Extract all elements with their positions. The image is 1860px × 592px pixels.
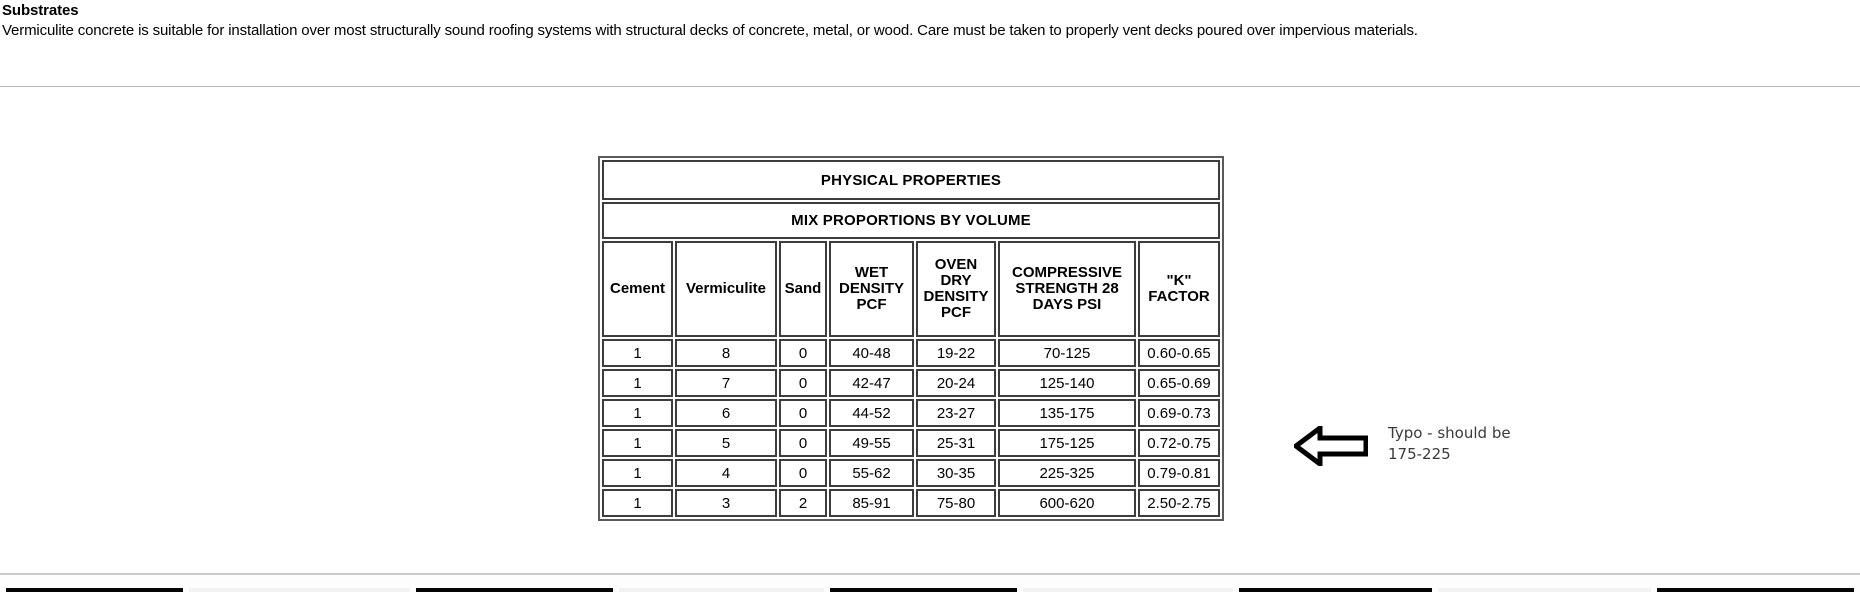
- cell-oven-dry-density: 25-31: [916, 429, 996, 457]
- cell-vermiculite: 6: [675, 399, 777, 427]
- strip-segment[interactable]: [5, 588, 184, 592]
- cell-compressive-strength: 225-325: [998, 459, 1136, 487]
- cell-k-factor: 2.50-2.75: [1138, 489, 1220, 517]
- cell-wet-density: 42-47: [829, 369, 914, 397]
- cell-compressive-strength: 175-125: [998, 429, 1136, 457]
- column-header-compressive-strength: COMPRESSIVE STRENGTH 28 DAYS PSI: [998, 241, 1136, 337]
- cell-compressive-strength: 125-140: [998, 369, 1136, 397]
- cell-compressive-strength: 600-620: [998, 489, 1136, 517]
- table-header-row: Cement Vermiculite Sand WET DENSITY PCF …: [602, 241, 1220, 337]
- cell-k-factor: 0.65-0.69: [1138, 369, 1220, 397]
- column-header-wet-density: WET DENSITY PCF: [829, 241, 914, 337]
- cell-oven-dry-density: 30-35: [916, 459, 996, 487]
- cell-vermiculite: 7: [675, 369, 777, 397]
- cell-cement: 1: [602, 339, 673, 367]
- cell-cement: 1: [602, 399, 673, 427]
- header-divider: [0, 86, 1860, 87]
- cell-k-factor: 0.79-0.81: [1138, 459, 1220, 487]
- strip-segment[interactable]: [1438, 588, 1652, 592]
- arrow-left-block-icon: [1294, 426, 1368, 466]
- cell-compressive-strength: 70-125: [998, 339, 1136, 367]
- table-row: 1 7 0 42-47 20-24 125-140 0.65-0.69: [602, 369, 1220, 397]
- cell-oven-dry-density: 23-27: [916, 399, 996, 427]
- column-header-vermiculite: Vermiculite: [675, 241, 777, 337]
- column-header-cement: Cement: [602, 241, 673, 337]
- cell-cement: 1: [602, 369, 673, 397]
- table-subtitle: MIX PROPORTIONS BY VOLUME: [602, 202, 1220, 239]
- table-row: 1 8 0 40-48 19-22 70-125 0.60-0.65: [602, 339, 1220, 367]
- cell-oven-dry-density: 19-22: [916, 339, 996, 367]
- cell-wet-density: 85-91: [829, 489, 914, 517]
- annotation-text: Typo - should be 175-225: [1388, 424, 1511, 463]
- cell-oven-dry-density: 20-24: [916, 369, 996, 397]
- cell-sand: 0: [779, 459, 827, 487]
- cell-vermiculite: 3: [675, 489, 777, 517]
- cell-wet-density: 49-55: [829, 429, 914, 457]
- table-subtitle-row: MIX PROPORTIONS BY VOLUME: [602, 202, 1220, 239]
- strip-segment[interactable]: [829, 588, 1017, 592]
- table-title: PHYSICAL PROPERTIES: [602, 160, 1220, 200]
- cell-k-factor: 0.60-0.65: [1138, 339, 1220, 367]
- table-row: 1 5 0 49-55 25-31 175-125 0.72-0.75: [602, 429, 1220, 457]
- section-body-text: Vermiculite concrete is suitable for ins…: [2, 22, 1418, 39]
- document-header: Substrates Vermiculite concrete is suita…: [0, 0, 1860, 41]
- cell-wet-density: 40-48: [829, 339, 914, 367]
- cell-vermiculite: 8: [675, 339, 777, 367]
- strip-segment[interactable]: [1239, 588, 1433, 592]
- cell-cement: 1: [602, 489, 673, 517]
- cell-sand: 2: [779, 489, 827, 517]
- strip-segment[interactable]: [618, 588, 824, 592]
- table-title-row: PHYSICAL PROPERTIES: [602, 160, 1220, 200]
- cell-sand: 0: [779, 369, 827, 397]
- cell-sand: 0: [779, 339, 827, 367]
- strip-segment[interactable]: [1657, 588, 1854, 592]
- cell-sand: 0: [779, 429, 827, 457]
- properties-table-container: PHYSICAL PROPERTIES MIX PROPORTIONS BY V…: [598, 156, 1224, 521]
- cell-wet-density: 55-62: [829, 459, 914, 487]
- column-header-sand: Sand: [779, 241, 827, 337]
- cell-wet-density: 44-52: [829, 399, 914, 427]
- cell-compressive-strength: 135-175: [998, 399, 1136, 427]
- section-heading: Substrates: [2, 2, 79, 19]
- physical-properties-table: PHYSICAL PROPERTIES MIX PROPORTIONS BY V…: [598, 156, 1224, 521]
- cell-k-factor: 0.69-0.73: [1138, 399, 1220, 427]
- cell-oven-dry-density: 75-80: [916, 489, 996, 517]
- cell-vermiculite: 5: [675, 429, 777, 457]
- cell-sand: 0: [779, 399, 827, 427]
- column-header-oven-dry-density: OVEN DRY DENSITY PCF: [916, 241, 996, 337]
- cell-k-factor: 0.72-0.75: [1138, 429, 1220, 457]
- table-row: 1 6 0 44-52 23-27 135-175 0.69-0.73: [602, 399, 1220, 427]
- cell-cement: 1: [602, 429, 673, 457]
- annotation-callout: Typo - should be 175-225: [1294, 420, 1511, 466]
- table-row: 1 3 2 85-91 75-80 600-620 2.50-2.75: [602, 489, 1220, 517]
- bottom-taskbar-strip[interactable]: [0, 573, 1860, 592]
- cell-cement: 1: [602, 459, 673, 487]
- cell-vermiculite: 4: [675, 459, 777, 487]
- table-row: 1 4 0 55-62 30-35 225-325 0.79-0.81: [602, 459, 1220, 487]
- strip-segment[interactable]: [189, 588, 410, 592]
- strip-segment[interactable]: [1022, 588, 1234, 592]
- strip-segment[interactable]: [415, 588, 613, 592]
- column-header-k-factor: "K" FACTOR: [1138, 241, 1220, 337]
